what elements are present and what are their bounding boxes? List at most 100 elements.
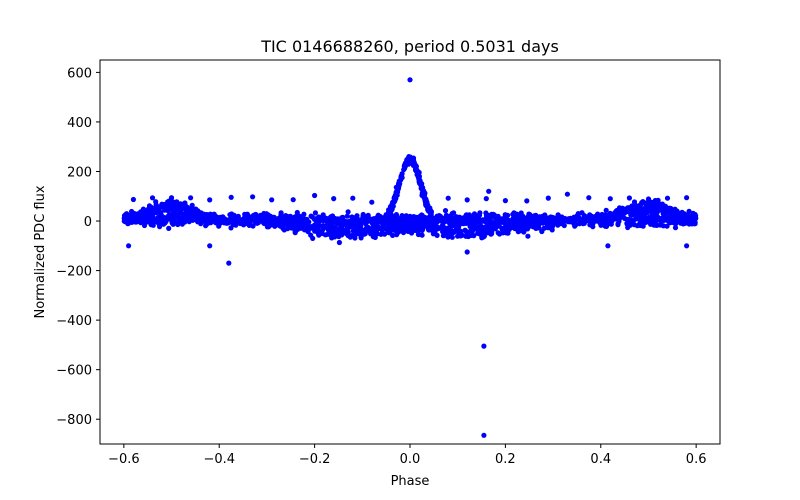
data-point bbox=[686, 208, 692, 214]
data-point bbox=[648, 221, 654, 227]
data-point bbox=[465, 233, 471, 240]
data-point bbox=[691, 219, 697, 225]
data-point bbox=[602, 214, 608, 220]
data-point bbox=[652, 203, 658, 210]
data-point bbox=[232, 216, 238, 222]
data-point bbox=[475, 230, 482, 236]
data-point bbox=[278, 212, 284, 218]
data-point bbox=[485, 213, 491, 219]
data-point bbox=[440, 229, 446, 235]
data-point bbox=[584, 217, 590, 224]
x-axis-label: Phase bbox=[391, 474, 430, 489]
data-point bbox=[238, 217, 244, 223]
data-point bbox=[390, 232, 396, 238]
data-point bbox=[626, 205, 632, 211]
data-point bbox=[440, 222, 446, 228]
data-point bbox=[473, 223, 479, 229]
data-point bbox=[643, 205, 649, 211]
data-point bbox=[477, 223, 484, 229]
data-point bbox=[522, 219, 529, 225]
data-point bbox=[650, 199, 656, 206]
data-point bbox=[273, 218, 279, 224]
data-point bbox=[592, 218, 598, 224]
data-point bbox=[686, 215, 692, 221]
data-point bbox=[283, 221, 289, 227]
data-point bbox=[566, 216, 572, 222]
data-point bbox=[448, 221, 454, 227]
data-point bbox=[458, 233, 464, 239]
data-point bbox=[152, 216, 159, 222]
data-point bbox=[334, 226, 340, 232]
data-point bbox=[126, 243, 132, 249]
data-point bbox=[572, 223, 578, 229]
data-point bbox=[250, 194, 256, 200]
data-point bbox=[282, 213, 288, 220]
data-point bbox=[542, 212, 548, 218]
data-point bbox=[378, 231, 384, 237]
y-tick-label: 200 bbox=[67, 165, 92, 180]
data-point bbox=[514, 211, 520, 217]
data-point bbox=[379, 220, 385, 226]
data-point bbox=[157, 224, 163, 230]
y-tick-label: −600 bbox=[56, 364, 92, 379]
data-point bbox=[245, 213, 251, 219]
data-point bbox=[445, 195, 451, 201]
data-point bbox=[664, 195, 671, 201]
data-point bbox=[396, 219, 402, 225]
data-point bbox=[170, 206, 176, 212]
data-point bbox=[506, 218, 512, 224]
data-point bbox=[289, 220, 295, 226]
y-tick-label: −800 bbox=[56, 413, 92, 428]
data-point bbox=[417, 214, 423, 220]
data-point bbox=[312, 192, 318, 199]
data-point bbox=[660, 216, 666, 222]
data-point bbox=[403, 161, 409, 167]
data-point bbox=[399, 213, 405, 219]
data-point bbox=[365, 214, 371, 220]
y-tick-label: 400 bbox=[67, 116, 92, 131]
data-point bbox=[467, 218, 474, 224]
y-tick-label: −200 bbox=[56, 265, 92, 280]
data-point bbox=[603, 207, 609, 213]
data-point bbox=[249, 215, 255, 222]
data-point bbox=[343, 220, 349, 226]
data-point bbox=[379, 227, 385, 233]
data-point bbox=[207, 197, 213, 203]
data-point bbox=[230, 221, 236, 228]
data-point bbox=[352, 235, 358, 241]
data-point bbox=[393, 212, 399, 218]
data-point bbox=[549, 227, 555, 233]
data-point bbox=[287, 213, 293, 219]
data-point bbox=[165, 199, 171, 205]
x-axis: −0.6 −0.4 −0.2 0.0 0.2 0.4 0.6 bbox=[108, 444, 706, 467]
chart-title: TIC 0146688260, period 0.5031 days bbox=[260, 37, 559, 56]
data-point bbox=[308, 224, 314, 230]
data-point bbox=[386, 211, 392, 218]
data-point bbox=[386, 222, 392, 228]
data-point bbox=[451, 210, 457, 216]
data-point bbox=[166, 225, 172, 231]
data-point bbox=[645, 196, 652, 202]
data-points bbox=[121, 77, 699, 438]
data-point bbox=[518, 223, 524, 229]
data-point bbox=[605, 243, 611, 249]
y-tick-label: 600 bbox=[67, 66, 92, 81]
data-point bbox=[393, 193, 399, 200]
data-point bbox=[269, 197, 275, 203]
data-point bbox=[603, 223, 610, 229]
data-point bbox=[444, 226, 450, 232]
data-point bbox=[524, 198, 530, 204]
x-tick-label: 0.4 bbox=[590, 452, 611, 467]
data-point bbox=[444, 230, 450, 236]
data-point bbox=[586, 195, 592, 201]
data-point bbox=[672, 225, 679, 231]
data-point bbox=[358, 235, 364, 241]
x-tick-label: −0.2 bbox=[299, 452, 331, 467]
data-point bbox=[152, 208, 158, 214]
data-point bbox=[434, 232, 440, 238]
data-point bbox=[658, 222, 665, 228]
data-point bbox=[533, 212, 539, 218]
data-point bbox=[481, 432, 487, 438]
data-point bbox=[612, 213, 618, 219]
